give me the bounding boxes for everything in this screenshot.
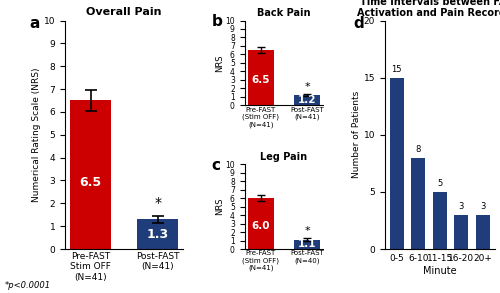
Y-axis label: NRS: NRS xyxy=(215,54,224,71)
Text: 5: 5 xyxy=(437,180,442,188)
Bar xyxy=(70,100,110,249)
Bar xyxy=(248,50,274,105)
Text: *: * xyxy=(154,196,161,210)
Bar xyxy=(390,78,404,249)
Bar xyxy=(294,240,320,249)
Text: 1.3: 1.3 xyxy=(146,228,169,241)
Y-axis label: NRS: NRS xyxy=(215,198,224,215)
Bar xyxy=(248,198,274,249)
Title: Leg Pain: Leg Pain xyxy=(260,152,308,162)
Text: a: a xyxy=(30,16,40,31)
Bar xyxy=(433,192,447,249)
Text: 6.0: 6.0 xyxy=(252,221,270,231)
Bar xyxy=(476,215,490,249)
Bar xyxy=(454,215,468,249)
Text: d: d xyxy=(354,16,364,31)
Text: b: b xyxy=(212,14,222,29)
Text: 6.5: 6.5 xyxy=(252,75,270,85)
Bar xyxy=(412,158,426,249)
Text: 6.5: 6.5 xyxy=(80,176,102,189)
Text: *p<0.0001: *p<0.0001 xyxy=(5,281,51,290)
Text: 1.1: 1.1 xyxy=(298,239,316,249)
Bar xyxy=(138,219,178,249)
Title: Overall Pain: Overall Pain xyxy=(86,7,162,17)
Bar xyxy=(294,95,320,105)
Text: 3: 3 xyxy=(480,202,486,211)
Text: 15: 15 xyxy=(392,65,402,74)
Text: 1.2: 1.2 xyxy=(298,95,316,105)
Text: *: * xyxy=(304,226,310,236)
Y-axis label: Numerical Rating Scale (NRS): Numerical Rating Scale (NRS) xyxy=(32,67,41,202)
Title: Back Pain: Back Pain xyxy=(257,8,310,18)
Text: *: * xyxy=(304,82,310,92)
Text: 8: 8 xyxy=(416,145,421,154)
X-axis label: Minute: Minute xyxy=(423,266,456,276)
Text: 3: 3 xyxy=(458,202,464,211)
Y-axis label: Number of Patients: Number of Patients xyxy=(352,91,360,178)
Text: c: c xyxy=(212,158,220,173)
Title: Time Intervals between FAST
Activation and Pain Recording: Time Intervals between FAST Activation a… xyxy=(356,0,500,18)
